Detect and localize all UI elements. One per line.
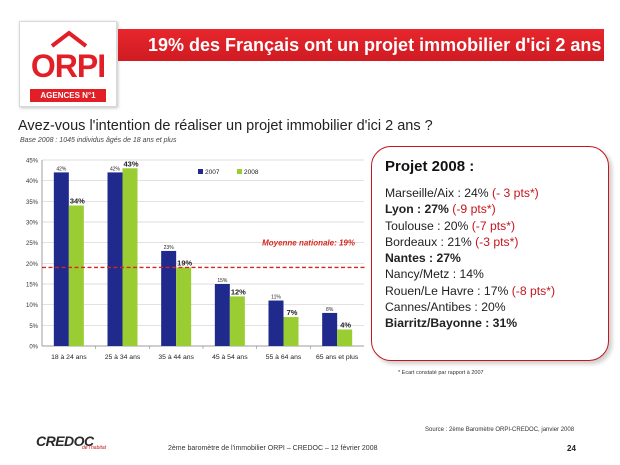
footer-text: 2ème baromètre de l'immobilier ORPI – CR… <box>168 445 378 452</box>
y-tick-label: 45% <box>26 159 39 165</box>
projet-title: Projet 2008 : <box>385 158 475 175</box>
legend-swatch-2008 <box>237 169 242 174</box>
bar-value-label: 4% <box>340 320 351 329</box>
bar-value-label: 7% <box>287 308 298 317</box>
city-value: Nantes : 27% <box>385 251 461 266</box>
slide-title: 19% des Français ont un projet immobilie… <box>118 29 604 61</box>
city-delta: (- 3 pts*) <box>492 186 539 200</box>
bar-2007 <box>161 250 177 346</box>
bar-value-label: 19% <box>177 258 192 267</box>
city-value: Toulouse : 20% <box>385 218 472 233</box>
y-tick-label: 30% <box>26 221 39 227</box>
city-line: Cannes/Antibes : 20% <box>385 299 608 315</box>
legend-label: 2008 <box>244 169 259 176</box>
bar-2008 <box>283 317 299 346</box>
y-tick-label: 40% <box>26 179 39 185</box>
city-value: Rouen/Le Havre : 17% <box>385 283 512 298</box>
city-delta: (-9 pts*) <box>452 202 496 217</box>
city-line: Bordeaux : 21% (-3 pts*) <box>385 234 608 250</box>
city-value: Cannes/Antibes : 20% <box>385 300 506 315</box>
bar-2007 <box>268 300 284 346</box>
city-value: Marseille/Aix : 24% <box>385 186 493 200</box>
bar-2008 <box>337 329 353 346</box>
x-category-label: 18 à 24 ans <box>51 354 87 361</box>
age-bar-chart: 0% 5% 10% 15% 20% 25% 30% 35% 40% 45% 42% 34% 18 à 2… <box>26 159 366 361</box>
y-tick-label: 5% <box>29 324 38 330</box>
city-line: Rouen/Le Havre : 17% (-8 pts*) <box>385 283 608 299</box>
x-category-label: 55 à 64 ans <box>266 354 302 361</box>
x-category-label: 65 ans et plus <box>316 354 359 361</box>
bar-2007 <box>322 312 338 346</box>
logo-tagline: AGENCES N°1 <box>30 89 106 102</box>
credoc-logo: CREDOC <box>36 433 94 449</box>
y-tick-label: 20% <box>26 262 39 268</box>
x-category-label: 35 à 44 ans <box>158 354 194 361</box>
orpi-logo: ORPI AGENCES N°1 <box>19 21 117 107</box>
city-value: Bordeaux : 21% <box>385 234 476 249</box>
y-tick-label: 25% <box>26 241 39 247</box>
logo-wordmark: ORPI <box>30 48 106 84</box>
city-delta: (-3 pts*) <box>475 234 519 249</box>
footnote: * Ecart constaté par rapport à 2007 <box>398 370 484 376</box>
y-tick-label: 0% <box>29 345 38 351</box>
y-tick-label: 35% <box>26 200 39 206</box>
city-value: Lyon : 27% <box>385 202 453 217</box>
city-line: Toulouse : 20% (-7 pts*) <box>385 218 608 234</box>
national-average-label: Moyenne nationale: 19% <box>262 238 355 247</box>
bar-2008 <box>68 205 84 346</box>
bar-2007 <box>214 284 230 346</box>
legend-swatch-2007 <box>198 169 203 174</box>
page-number: 24 <box>567 444 576 453</box>
city-line: Nantes : 27% <box>385 250 608 266</box>
bar-value-label: 11% <box>271 295 281 301</box>
y-tick-label: 15% <box>26 283 39 289</box>
city-delta: (-8 pts*) <box>511 283 556 298</box>
bar-2008 <box>229 296 245 346</box>
bar-value-label: 43% <box>123 159 138 168</box>
x-category-label: 25 à 34 ans <box>105 354 141 361</box>
bar-2008 <box>176 267 192 346</box>
credoc-logo-sub: de l'habitat <box>82 445 107 451</box>
projet-2008-panel: Projet 2008 : Marseille/Aix : 24% (- 3 p… <box>371 146 609 361</box>
x-category-label: 45 à 54 ans <box>212 354 248 361</box>
bar-value-label: 23% <box>164 245 175 251</box>
city-line: Marseille/Aix : 24% (- 3 pts*) <box>385 185 608 201</box>
chart-question: Avez-vous l'intention de réaliser un pro… <box>18 118 433 134</box>
bar-value-label: 15% <box>217 278 228 284</box>
y-tick-label: 10% <box>26 303 39 309</box>
legend-label: 2007 <box>205 169 220 176</box>
bar-value-label: 12% <box>231 287 246 296</box>
base-note: Base 2008 : 1045 individus âgés de 18 an… <box>20 137 177 144</box>
city-delta: (-7 pts*) <box>471 218 516 233</box>
city-line: Lyon : 27% (-9 pts*) <box>385 201 608 217</box>
bar-value-label: 42% <box>56 166 67 172</box>
city-line: Nancy/Metz : 14% <box>385 266 608 282</box>
city-value: Biarritz/Bayonne : 31% <box>385 316 518 331</box>
source-note: Source : 2ème Baromètre ORPI-CREDOC, jan… <box>425 427 575 433</box>
city-value: Nancy/Metz : 14% <box>385 267 484 282</box>
bar-value-label: 8% <box>326 307 334 313</box>
bar-2007 <box>53 172 69 346</box>
bar-2008 <box>122 168 138 346</box>
bar-2007 <box>107 172 123 346</box>
roof-icon <box>50 30 88 48</box>
bar-value-label: 42% <box>110 166 121 172</box>
city-line: Biarritz/Bayonne : 31% <box>385 315 608 331</box>
city-list: Marseille/Aix : 24% (- 3 pts*) Lyon : 27%… <box>385 185 608 332</box>
bar-value-label: 34% <box>70 196 85 205</box>
